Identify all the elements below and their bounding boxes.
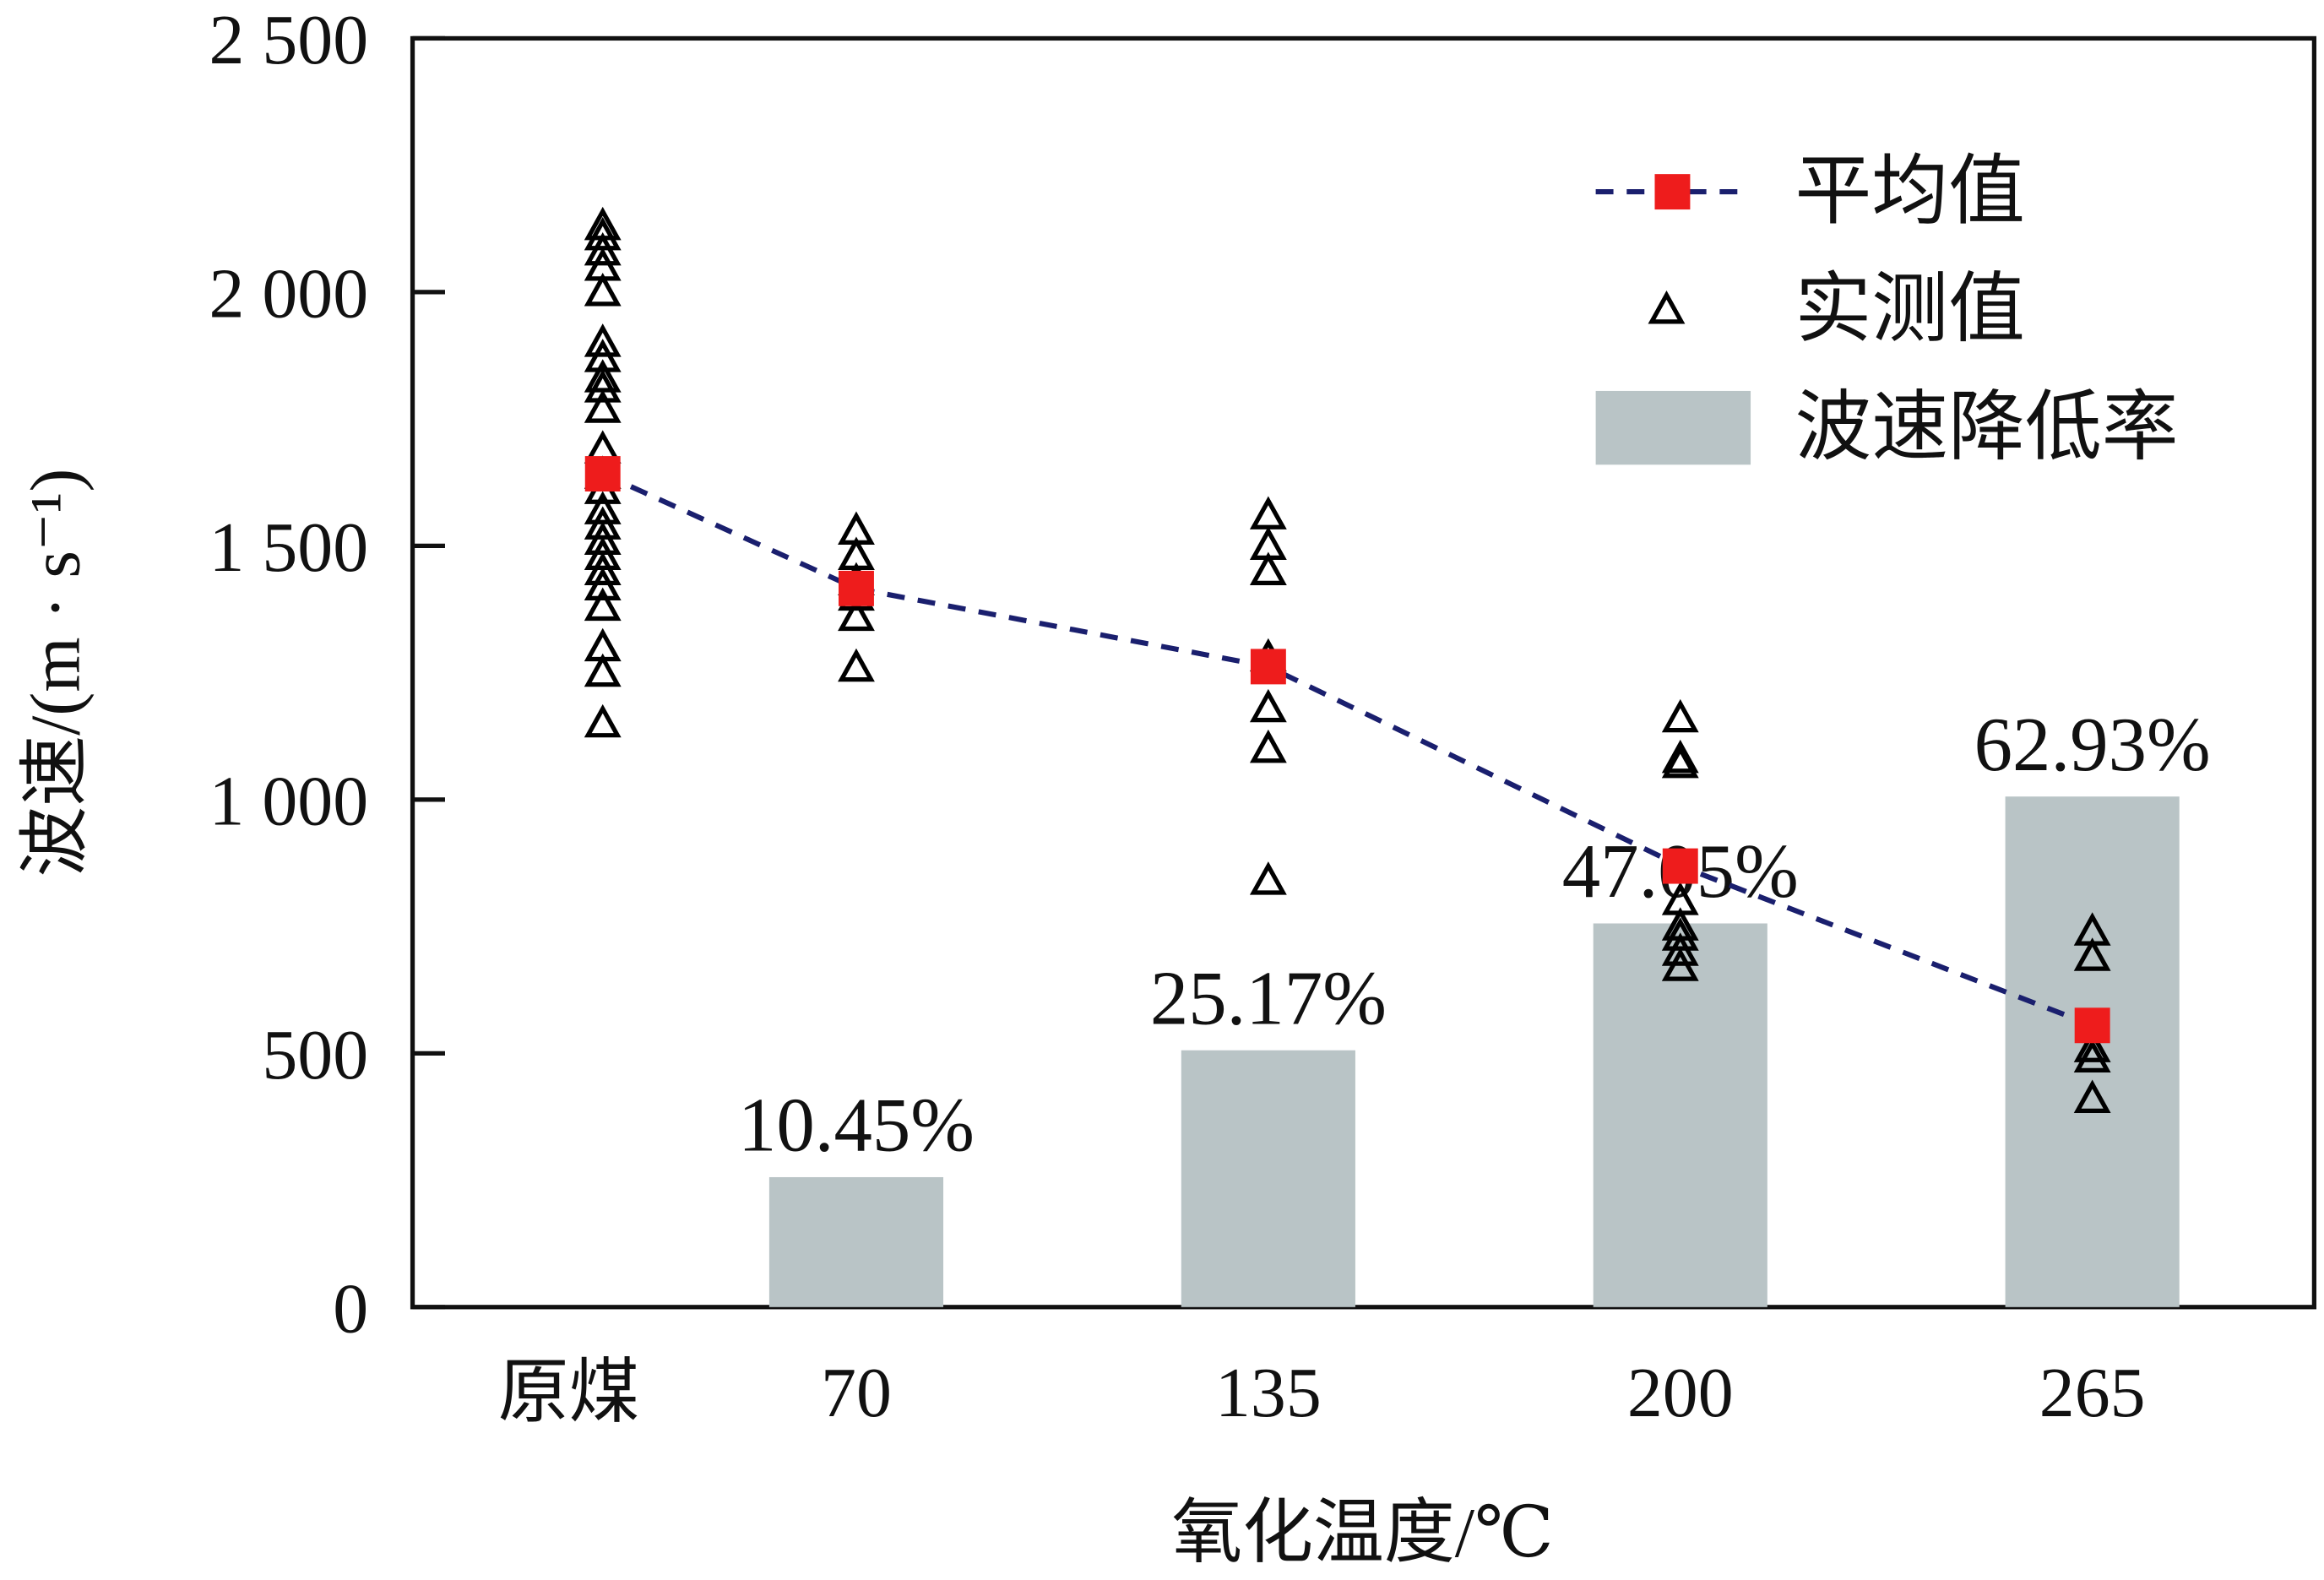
bar-annotation: 10.45% — [738, 1083, 975, 1168]
bar — [768, 1176, 944, 1307]
bar — [1181, 1050, 1355, 1307]
measured-point — [1249, 861, 1287, 895]
y-tick-label: 1 000 — [209, 763, 368, 841]
x-tick-label: 265 — [2039, 1354, 2146, 1432]
measured-point — [1249, 551, 1287, 586]
x-tick-label: 70 — [821, 1354, 892, 1432]
legend-label: 波速降低率 — [1795, 384, 2178, 470]
measured-point — [1661, 739, 1699, 774]
legend-label: 实测值 — [1795, 267, 2025, 352]
mean-marker — [1250, 649, 1286, 685]
measured-point — [2073, 1039, 2111, 1072]
measured-point — [584, 369, 622, 403]
x-tick-label: 135 — [1215, 1354, 1322, 1432]
measured-point — [1661, 698, 1699, 733]
measured-point — [584, 231, 622, 266]
bar-annotation: 62.93% — [1974, 702, 2211, 787]
measured-point — [1661, 932, 1699, 966]
x-tick-label: 原煤 — [498, 1354, 640, 1432]
measured-point — [584, 323, 622, 357]
bar — [2005, 796, 2180, 1307]
y-axis-label: 波速/(m · s⁻¹) — [17, 469, 95, 877]
measured-point — [584, 551, 622, 586]
mean-marker — [1662, 848, 1698, 884]
measured-point — [584, 587, 622, 622]
mean-marker — [839, 570, 874, 606]
measured-point — [838, 597, 875, 632]
legend-swatch — [1595, 390, 1751, 465]
x-tick-label: 200 — [1627, 1354, 1734, 1432]
measured-point — [838, 648, 875, 682]
measured-point — [584, 653, 622, 687]
plot-frame — [410, 35, 2317, 1310]
bar — [1593, 923, 1767, 1307]
measured-point — [2073, 937, 2111, 971]
x-axis-label: 氧化温度/℃ — [1171, 1494, 1553, 1572]
measured-point — [2073, 1029, 2111, 1062]
legend-marker — [1654, 174, 1691, 210]
measured-point — [584, 567, 622, 601]
y-tick-label: 1 500 — [209, 508, 368, 587]
y-tick-label: 2 500 — [209, 1, 368, 79]
measured-point — [1661, 744, 1699, 779]
measured-point — [584, 389, 622, 423]
measured-point — [1661, 947, 1699, 981]
legend-marker — [1648, 290, 1686, 324]
y-tick-label: 0 — [333, 1270, 368, 1349]
legend-label: 平均值 — [1795, 149, 2025, 234]
measured-point — [2073, 1079, 2111, 1114]
measured-point — [1249, 496, 1287, 529]
measured-point — [1249, 688, 1287, 723]
bar-annotation: 25.17% — [1150, 955, 1387, 1040]
y-tick-label: 2 000 — [209, 255, 368, 334]
y-tick-label: 500 — [262, 1016, 368, 1094]
mean-marker — [2074, 1007, 2110, 1044]
measured-point — [584, 273, 622, 307]
measured-point — [1249, 729, 1287, 763]
mean-marker — [584, 456, 621, 492]
mean-line — [601, 471, 2093, 1029]
measured-point — [584, 703, 622, 738]
